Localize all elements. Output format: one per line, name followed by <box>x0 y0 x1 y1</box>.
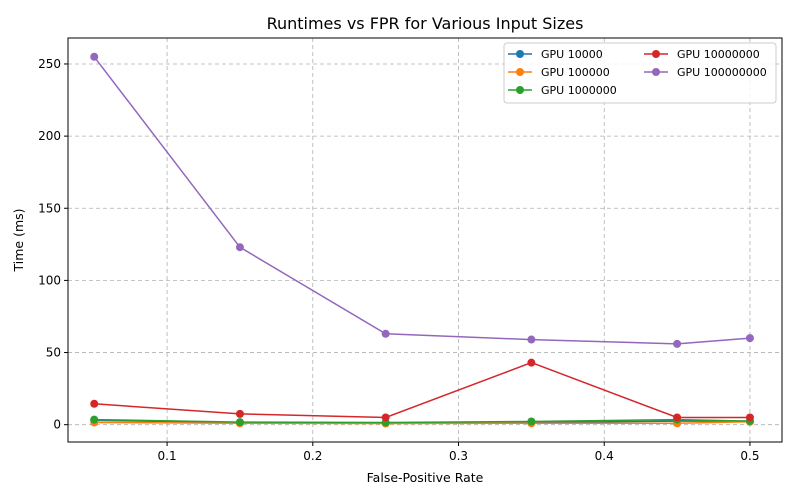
chart-title: Runtimes vs FPR for Various Input Sizes <box>267 14 584 33</box>
data-point <box>381 413 390 422</box>
data-point <box>235 409 244 418</box>
data-point <box>527 417 536 426</box>
legend-marker <box>516 50 524 58</box>
data-point <box>90 399 99 408</box>
y-tick-label: 250 <box>38 57 61 71</box>
y-tick-label: 50 <box>46 346 61 360</box>
x-axis-label: False-Positive Rate <box>367 470 484 485</box>
series-line <box>93 56 750 345</box>
grid <box>68 38 782 442</box>
x-axis: 0.1 0.2 0.3 0.4 0.5 <box>158 442 759 463</box>
legend-item: GPU 100000 <box>508 66 610 79</box>
x-tick-label: 0.5 <box>740 449 759 463</box>
legend-label: GPU 10000000 <box>677 48 760 61</box>
legend-marker <box>516 68 524 76</box>
series-line <box>94 418 750 424</box>
legend-label: GPU 10000 <box>541 48 603 61</box>
y-tick-label: 100 <box>38 273 61 287</box>
series-line <box>94 361 750 419</box>
y-tick-label: 150 <box>38 201 61 215</box>
data-point <box>527 358 536 367</box>
data-point <box>673 339 682 348</box>
series-line <box>94 421 750 425</box>
data-point <box>673 413 682 422</box>
x-tick-label: 0.4 <box>595 449 614 463</box>
x-tick-label: 0.1 <box>158 449 177 463</box>
data-point <box>745 413 754 422</box>
x-tick-label: 0.3 <box>449 449 468 463</box>
legend-marker <box>516 86 524 94</box>
data-point <box>745 334 754 343</box>
legend-label: GPU 100000000 <box>677 66 767 79</box>
y-tick-label: 200 <box>38 129 61 143</box>
y-tick-label: 0 <box>53 418 61 432</box>
legend-item: GPU 1000000 <box>508 84 617 97</box>
y-axis-label: Time (ms) <box>11 208 26 272</box>
series-gpu-100000000 <box>90 52 754 348</box>
legend: GPU 10000 GPU 100000 GPU 1000000 GPU 100000… <box>503 42 777 104</box>
series-gpu-10000000 <box>90 358 754 422</box>
legend-label: GPU 1000000 <box>541 84 617 97</box>
data-point <box>235 418 244 427</box>
legend-item: GPU 100000000 <box>644 66 767 79</box>
data-point <box>90 415 99 424</box>
legend-marker <box>652 68 660 76</box>
plot-frame <box>67 37 783 443</box>
legend-box <box>503 42 777 104</box>
legend-label: GPU 100000 <box>541 66 610 79</box>
data-point <box>235 243 244 252</box>
series-layer <box>90 52 754 428</box>
data-point <box>90 52 99 61</box>
x-tick-label: 0.2 <box>303 449 322 463</box>
data-point <box>381 329 390 338</box>
legend-item: GPU 10000000 <box>644 48 760 61</box>
y-axis: 0 50 100 150 200 250 <box>38 57 68 432</box>
legend-item: GPU 10000 <box>508 48 603 61</box>
data-point <box>527 335 536 344</box>
legend-marker <box>652 50 660 58</box>
